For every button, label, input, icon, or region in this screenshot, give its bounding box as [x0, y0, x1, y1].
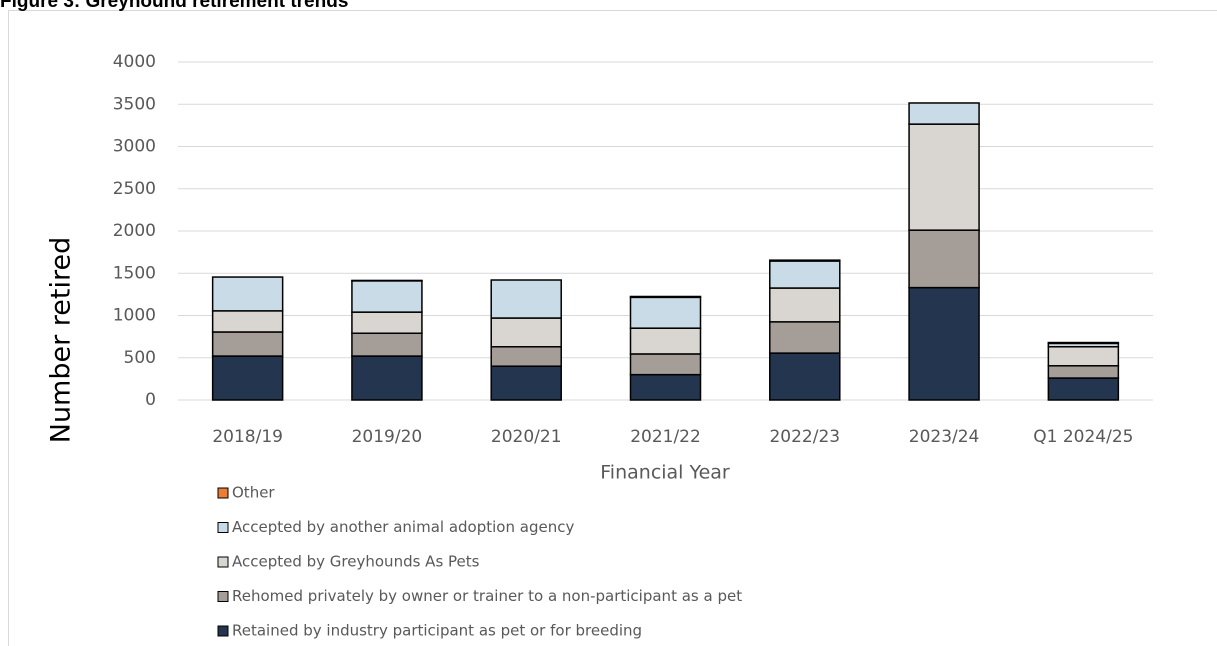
y-tick-label: 1500 [113, 263, 156, 283]
chart-title: Figure 3: Greyhound retirement trends [0, 0, 348, 12]
bar-segment [629, 353, 702, 376]
bar-segment [351, 311, 423, 334]
y-tick-label: 2500 [113, 179, 156, 199]
x-axis-label: Financial Year [600, 462, 730, 484]
legend-label: Retained by industry participant as pet … [232, 622, 642, 640]
bar-segment [490, 279, 562, 319]
y-tick-label: 500 [124, 348, 156, 368]
bar-segment [629, 295, 702, 299]
bar-segment [351, 332, 423, 357]
bar-segment [769, 352, 841, 401]
legend-swatch [217, 556, 229, 568]
bar-segment [490, 365, 562, 401]
bar-segment [211, 355, 284, 401]
bar-segment [1047, 346, 1120, 367]
bar-segment [1047, 341, 1120, 345]
y-axis-label: Number retired [46, 237, 77, 444]
y-tick-label: 2000 [113, 221, 156, 241]
x-tick-label: 2020/21 [491, 427, 562, 447]
legend-swatch [217, 522, 229, 533]
y-tick-label: 3500 [113, 94, 156, 114]
bar-segment [211, 310, 284, 333]
legend-swatch [217, 591, 229, 602]
y-tick-label: 3000 [113, 137, 156, 157]
x-tick-label: 2018/19 [212, 427, 283, 447]
legend-swatch [217, 487, 229, 499]
y-tick-label: 1000 [113, 306, 156, 326]
bar-segment [629, 373, 702, 401]
x-tick-label: 2021/22 [630, 427, 701, 447]
bar-segment [908, 229, 980, 289]
bar-segment [769, 260, 841, 289]
legend-label: Accepted by another animal adoption agen… [232, 518, 574, 536]
bar-segment [769, 287, 841, 323]
bar-segment [211, 276, 284, 312]
legend-label: Other [232, 484, 275, 502]
bar-segment [908, 123, 980, 231]
bar-segment [769, 321, 841, 354]
y-tick-label: 0 [145, 390, 156, 410]
chart-frame [8, 10, 1217, 646]
bar-segment [351, 355, 423, 401]
bar-segment [769, 259, 841, 262]
x-tick-label: 2023/24 [909, 427, 980, 447]
legend-label: Rehomed privately by owner or trainer to… [232, 587, 742, 605]
bar-segment [351, 280, 423, 313]
bar-segment [490, 346, 562, 367]
bar-segment [490, 317, 562, 348]
bar-segment [629, 296, 702, 329]
bar-segment [908, 102, 980, 125]
x-tick-label: 2022/23 [769, 427, 840, 447]
bar-segment [629, 327, 702, 355]
bar-segment [1047, 365, 1120, 379]
x-tick-label: 2019/20 [352, 427, 423, 447]
bar-segment [908, 286, 980, 401]
legend-label: Accepted by Greyhounds As Pets [232, 553, 480, 571]
x-tick-label: Q1 2024/25 [1033, 427, 1133, 447]
legend-swatch [217, 625, 229, 637]
bar-segment [211, 331, 284, 357]
bar-segment [1047, 377, 1120, 401]
y-tick-label: 4000 [113, 52, 156, 72]
